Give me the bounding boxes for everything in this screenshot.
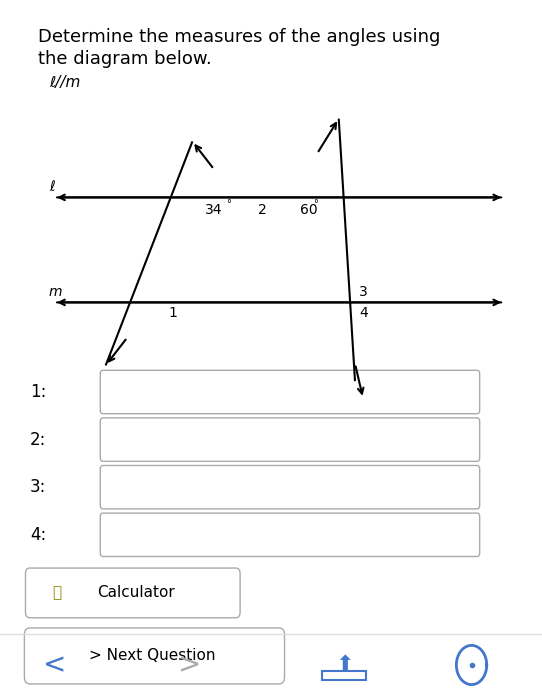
FancyBboxPatch shape [24, 628, 285, 684]
Text: 4: 4 [359, 306, 368, 320]
Text: 3: 3 [359, 285, 368, 299]
Text: 2: 2 [259, 203, 267, 217]
Text: 1:: 1: [30, 383, 46, 401]
FancyBboxPatch shape [100, 370, 480, 414]
FancyBboxPatch shape [100, 513, 480, 557]
Text: 34: 34 [205, 203, 222, 217]
FancyBboxPatch shape [100, 418, 480, 461]
Text: °: ° [226, 199, 231, 209]
FancyBboxPatch shape [25, 568, 240, 618]
Text: ⬆: ⬆ [335, 655, 353, 675]
Text: °: ° [313, 199, 318, 209]
Text: > Next Question: > Next Question [88, 648, 215, 664]
Text: ℓ//m: ℓ//m [49, 75, 80, 90]
Text: m: m [49, 285, 62, 299]
Text: the diagram below.: the diagram below. [38, 50, 212, 69]
Text: >: > [178, 651, 202, 679]
FancyBboxPatch shape [100, 466, 480, 509]
Text: 2:: 2: [30, 430, 46, 449]
Text: <: < [42, 651, 66, 679]
Text: 4:: 4: [30, 526, 46, 544]
Text: ℓ: ℓ [49, 180, 55, 194]
Text: ⧮: ⧮ [53, 585, 61, 601]
Text: 3:: 3: [30, 478, 46, 496]
Text: 1: 1 [168, 306, 177, 320]
Text: Calculator: Calculator [96, 585, 175, 601]
FancyBboxPatch shape [322, 671, 366, 680]
Text: 60: 60 [300, 203, 318, 217]
Text: Determine the measures of the angles using: Determine the measures of the angles usi… [38, 28, 440, 46]
